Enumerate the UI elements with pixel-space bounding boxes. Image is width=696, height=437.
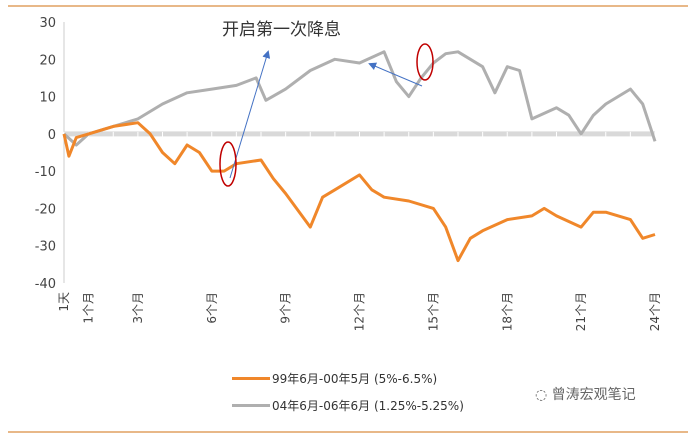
y-tick-label: 30 [39,16,56,31]
series-line-0 [62,121,656,263]
x-tick-label: 18个月 [500,292,514,331]
legend-label: 04年6月-06年6月 (1.25%-5.25%) [272,399,464,413]
y-tick-label: 20 [39,53,56,68]
x-tick-label: 1个月 [82,292,96,324]
x-tick-label: 3个月 [131,292,145,324]
legend-swatch [232,404,270,407]
legend-item-1999: 99年6月-00年5月 (5%-6.5%) [232,370,437,387]
annotation-text: 开启第一次降息 [222,20,341,40]
x-tick-label: 15个月 [426,292,440,331]
x-tick-label: 24个月 [648,292,662,331]
x-tick-label: 21个月 [574,292,588,331]
watermark-text: 曾涛宏观笔记 [551,387,636,403]
series-line-1 [62,50,657,147]
y-tick-label: -20 [35,202,56,217]
y-tick-label: -40 [35,277,56,292]
y-tick-label: 10 [39,91,56,106]
highlight-circle-2 [416,43,434,81]
y-tick-label: 0 [48,128,56,143]
x-tick-label: 6个月 [205,292,219,324]
x-tick-label: 1天 [57,292,71,312]
y-tick-label: -10 [35,165,56,180]
y-tick-label: -30 [35,240,56,255]
x-tick-label: 12个月 [353,292,367,331]
x-tick-label: 9个月 [279,292,293,324]
watermark: ◌ 曾涛宏观笔记 [535,384,636,404]
wechat-icon: ◌ [535,387,552,403]
legend-item-2004: 04年6月-06年6月 (1.25%-5.25%) [232,397,464,414]
highlight-circle-1 [219,141,237,187]
legend-swatch [232,377,270,380]
legend-label: 99年6月-00年5月 (5%-6.5%) [272,372,438,386]
annotation-arrow-2 [368,62,423,87]
